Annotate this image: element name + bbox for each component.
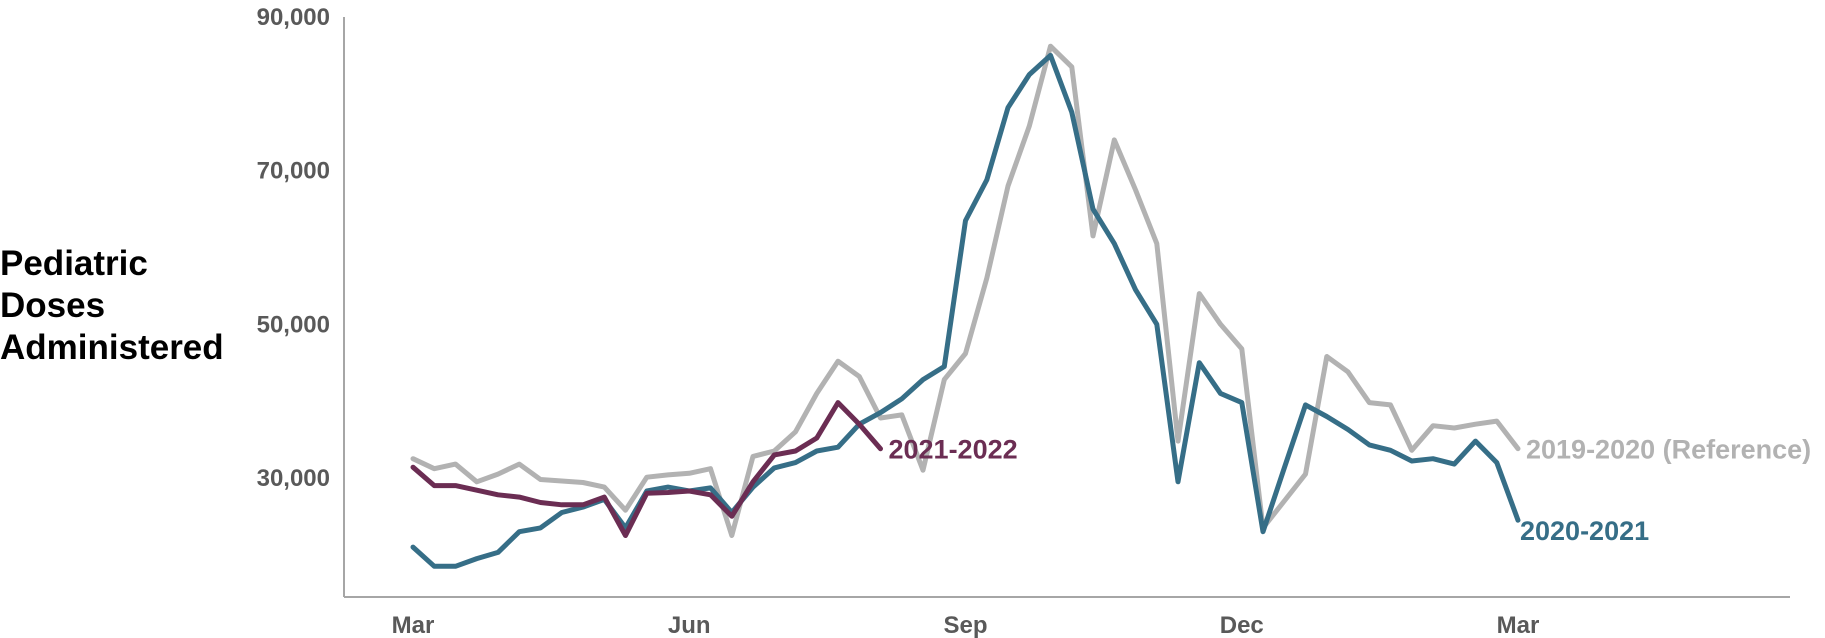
x-tick-labels: Mar Jun Sep Dec Mar [392,612,1540,638]
x-tick-label: Sep [943,612,987,638]
series-label: 2020-2021 [1520,516,1649,546]
series-line-2019-2020-reference- [410,43,1521,538]
y-axis-label-line: Administered [0,328,224,367]
x-tick-label: Dec [1220,612,1264,638]
series-line-2021-2022 [410,400,883,538]
x-tick-label: Mar [1497,612,1540,638]
series-line-2020-2021 [410,52,1521,569]
series-label: 2019-2020 (Reference) [1526,435,1811,465]
y-tick-label: 30,000 [257,465,330,492]
series-label: 2021-2022 [889,435,1018,465]
series-lines [410,43,1521,569]
y-tick-labels: 30,000 50,000 70,000 90,000 [257,4,330,492]
y-axis-label: Pediatric Doses Administered [0,243,260,369]
series-labels: 2019-2020 (Reference) 2020-2021 2021-2022 [889,435,1812,546]
y-axis-label-line: Doses [0,286,106,325]
y-tick-label: 90,000 [257,4,330,31]
y-tick-label: 70,000 [257,158,330,185]
axes [343,17,1790,598]
x-tick-label: Jun [668,612,711,638]
y-axis-label-line: Pediatric [0,244,148,283]
y-tick-label: 50,000 [257,311,330,338]
x-tick-label: Mar [392,612,435,638]
